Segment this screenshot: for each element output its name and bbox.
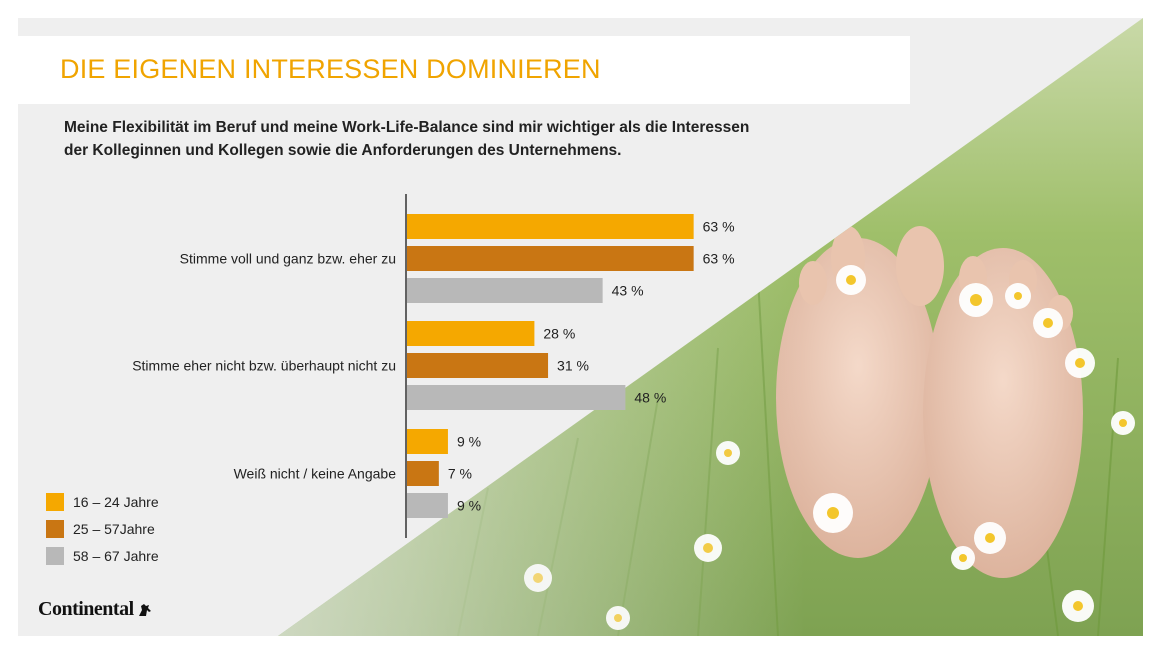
legend-swatch-16-24 [46, 492, 64, 511]
bar-value-label: 63 % [703, 251, 735, 267]
logo-text: Continental [38, 598, 134, 620]
legend-item-25-57: 25 – 57Jahre [46, 515, 159, 542]
bar [407, 353, 549, 378]
legend-label-16-24: 16 – 24 Jahre [73, 493, 159, 510]
legend-item-58-67: 58 – 67 Jahre [46, 542, 159, 569]
slide-frame: DIE EIGENEN INTERESSEN DOMINIEREN Meine … [18, 18, 1143, 636]
legend: 16 – 24 Jahre 25 – 57Jahre 58 – 67 Jahre [46, 488, 159, 569]
background-photo-grass-feet-daisies [278, 18, 1143, 636]
bar [407, 385, 626, 410]
bar-value-label: 31 % [557, 358, 589, 374]
category-label: Stimme voll und ganz bzw. eher zu [180, 251, 396, 267]
bar [407, 461, 439, 486]
category-label: Weiß nicht / keine Angabe [234, 466, 397, 482]
chart-subtitle: Meine Flexibilität im Beruf und meine Wo… [64, 119, 750, 159]
legend-swatch-25-57 [46, 519, 64, 538]
bar-value-label: 9 % [457, 434, 481, 450]
bar [407, 246, 694, 271]
bar-chart: Stimme voll und ganz bzw. eher zu 63 % 63 … [132, 194, 735, 538]
category-label: Stimme eher nicht bzw. überhaupt nicht z… [132, 358, 396, 374]
bar [407, 214, 694, 239]
legend-label-58-67: 58 – 67 Jahre [73, 547, 159, 564]
bar-value-label: 7 % [448, 466, 472, 482]
bar-value-label: 48 % [634, 390, 666, 406]
page-title: DIE EIGENEN INTERESSEN DOMINIEREN [60, 54, 601, 84]
legend-item-16-24: 16 – 24 Jahre [46, 488, 159, 515]
horse-icon [138, 603, 151, 616]
legend-label-25-57: 25 – 57Jahre [73, 520, 155, 537]
bar-value-label: 9 % [457, 498, 481, 514]
bar-value-label: 28 % [543, 326, 575, 342]
bar [407, 429, 448, 454]
title-band [18, 36, 910, 104]
continental-logo: Continental [38, 598, 153, 621]
bar [407, 321, 535, 346]
bar-value-label: 43 % [612, 283, 644, 299]
legend-swatch-58-67 [46, 546, 64, 565]
bar [407, 278, 603, 303]
bar-value-label: 63 % [703, 219, 735, 235]
bar [407, 493, 448, 518]
